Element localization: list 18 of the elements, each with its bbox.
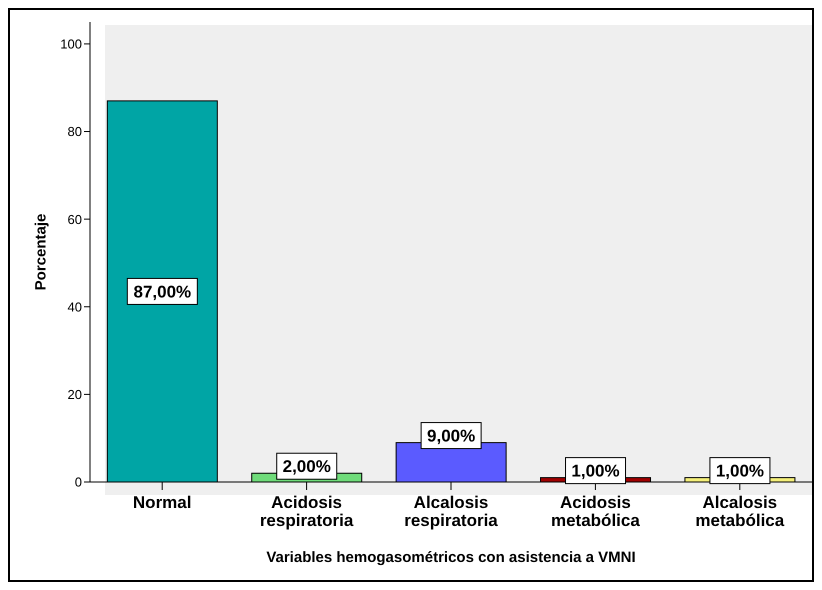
x-tick-label: Normal [132,493,192,512]
y-tick-label: 0 [74,474,82,490]
x-tick-label: Acidosis metabólica [550,493,640,530]
data-label: 1,00% [716,462,764,481]
data-label: 9,00% [427,426,476,446]
data-label: 2,00% [282,457,331,476]
x-tick-label: Alcalosis respiratoria [404,493,498,530]
y-tick-label: 20 [68,386,82,402]
y-tick-label: 40 [68,299,82,314]
x-tick-label: Alcalosis metabólica [695,493,785,530]
data-label: 1,00% [571,462,620,481]
x-tick-label: Acidosis respiratoria [260,493,354,530]
y-tick-label: 100 [60,36,82,52]
y-tick-label: 80 [68,124,82,140]
y-axis-title: Porcentaje [32,214,50,290]
x-axis-title: Variables hemogasométricos con asistencia a VMNI [266,549,636,566]
data-label: 87,00% [133,282,192,302]
y-tick-label: 60 [68,212,82,227]
